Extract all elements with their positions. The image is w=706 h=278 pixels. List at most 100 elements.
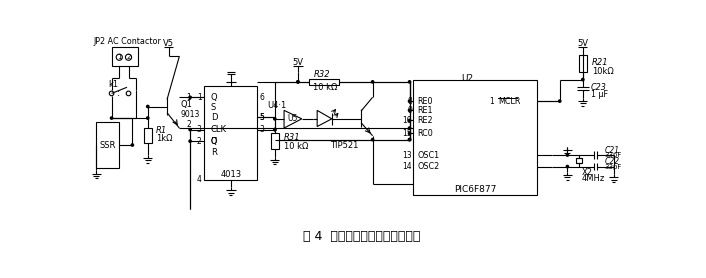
Text: C22: C22: [604, 157, 619, 167]
Text: 1kΩ: 1kΩ: [156, 134, 173, 143]
Text: 9013: 9013: [181, 110, 201, 120]
Bar: [579, 55, 587, 72]
Text: 6: 6: [259, 93, 264, 102]
Text: 3: 3: [259, 125, 264, 134]
Text: MCLR: MCLR: [498, 97, 520, 106]
Text: :: :: [117, 88, 120, 98]
Text: 4: 4: [197, 175, 202, 184]
Text: 10 kΩ: 10 kΩ: [284, 142, 309, 151]
Text: 1 μF: 1 μF: [590, 90, 608, 99]
Text: RE0: RE0: [417, 97, 433, 106]
Text: OSC2: OSC2: [417, 162, 440, 171]
Text: RE2: RE2: [417, 116, 433, 125]
Circle shape: [297, 81, 299, 83]
Text: Q1: Q1: [181, 100, 193, 110]
Text: 5V: 5V: [578, 39, 588, 48]
Circle shape: [147, 105, 149, 108]
Text: 5: 5: [259, 113, 264, 122]
Text: k1: k1: [109, 80, 119, 89]
Bar: [112, 47, 138, 66]
Text: R1: R1: [156, 126, 167, 135]
Circle shape: [147, 117, 149, 119]
Text: RC0: RC0: [417, 129, 433, 138]
Text: 2: 2: [186, 120, 191, 129]
Circle shape: [408, 138, 411, 141]
Circle shape: [566, 165, 568, 168]
Text: PIC6F877: PIC6F877: [454, 185, 496, 194]
Text: O̅: O̅: [211, 137, 217, 146]
Bar: [204, 86, 257, 180]
Text: 13: 13: [402, 150, 412, 160]
Circle shape: [110, 117, 113, 119]
Circle shape: [297, 81, 299, 83]
Text: 9: 9: [407, 106, 412, 115]
Text: 1: 1: [186, 93, 191, 102]
Circle shape: [408, 119, 411, 121]
Bar: [309, 79, 339, 85]
Polygon shape: [317, 110, 332, 126]
Circle shape: [274, 128, 276, 131]
Text: Q̅: Q̅: [210, 137, 217, 146]
Text: X2: X2: [581, 168, 592, 177]
Text: OSC1: OSC1: [417, 150, 439, 160]
Text: 8: 8: [407, 97, 412, 106]
Text: C23: C23: [590, 83, 606, 92]
Text: U2: U2: [461, 73, 474, 83]
Text: 图 4  交流接触器驱动与保持电路: 图 4 交流接触器驱动与保持电路: [303, 230, 421, 243]
Circle shape: [582, 78, 584, 81]
Text: 10 kΩ: 10 kΩ: [313, 83, 337, 92]
Text: CLK: CLK: [211, 125, 227, 134]
Bar: [271, 133, 279, 149]
Text: 10kΩ: 10kΩ: [592, 67, 614, 76]
Text: 15: 15: [402, 129, 412, 138]
Circle shape: [274, 128, 276, 131]
Text: JP2 AC Contactor: JP2 AC Contactor: [94, 37, 162, 46]
Bar: [576, 158, 582, 163]
Text: S: S: [211, 103, 216, 112]
Text: 4MHz: 4MHz: [581, 174, 604, 183]
Text: 14: 14: [402, 162, 412, 171]
Text: 2: 2: [126, 54, 131, 60]
Text: R32: R32: [313, 70, 330, 80]
Circle shape: [408, 127, 411, 129]
Text: R: R: [211, 148, 217, 157]
Circle shape: [371, 138, 373, 141]
Text: 4013: 4013: [220, 170, 241, 179]
Text: 1: 1: [197, 93, 202, 102]
Text: 5V: 5V: [292, 58, 304, 67]
Text: R31: R31: [284, 133, 301, 142]
Text: 1: 1: [489, 97, 494, 106]
Bar: [275, 82, 409, 140]
Bar: [414, 80, 537, 195]
Text: 33pF: 33pF: [604, 163, 622, 170]
Text: 2: 2: [197, 137, 202, 146]
Circle shape: [408, 138, 411, 141]
Circle shape: [189, 96, 191, 98]
Text: Q: Q: [211, 93, 217, 102]
Circle shape: [408, 100, 411, 102]
Text: 10: 10: [402, 116, 412, 125]
Text: 1: 1: [117, 54, 121, 60]
Text: V5: V5: [163, 39, 174, 48]
Text: U4·1: U4·1: [267, 101, 287, 110]
Bar: [96, 122, 119, 168]
Circle shape: [408, 132, 411, 135]
Circle shape: [274, 118, 276, 120]
Text: 3: 3: [197, 125, 202, 134]
Circle shape: [189, 128, 191, 131]
Text: U5: U5: [287, 114, 298, 123]
Text: RE1: RE1: [417, 106, 433, 115]
Text: R21: R21: [592, 58, 609, 67]
Circle shape: [189, 140, 191, 142]
Circle shape: [566, 154, 568, 156]
Circle shape: [408, 109, 411, 111]
Circle shape: [371, 81, 373, 83]
Bar: [144, 128, 152, 143]
Text: 33pF: 33pF: [604, 152, 622, 158]
Circle shape: [558, 100, 561, 102]
Text: 5: 5: [259, 113, 264, 122]
Circle shape: [131, 144, 133, 146]
Text: SSR: SSR: [100, 140, 116, 150]
Polygon shape: [284, 110, 301, 128]
Text: C21: C21: [604, 146, 619, 155]
